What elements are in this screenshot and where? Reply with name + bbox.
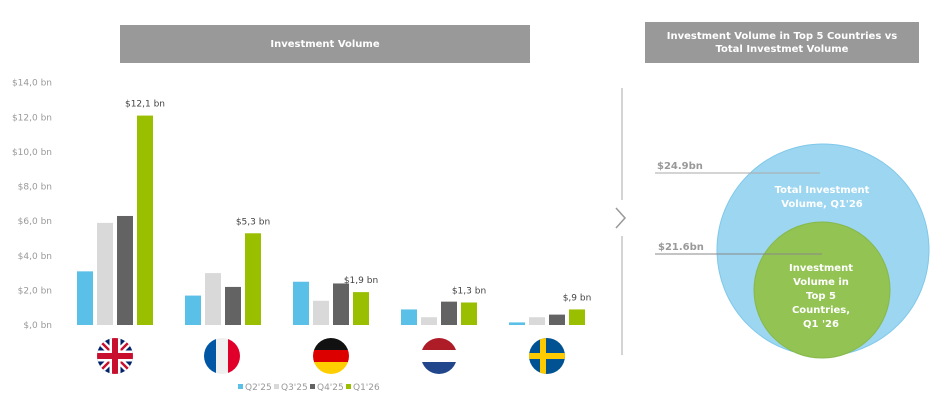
bar-Q2'25 (509, 322, 525, 325)
data-label: $12,1 bn (125, 100, 165, 110)
sweden-flag-icon (529, 338, 565, 374)
stripe (421, 338, 457, 351)
stripe (421, 350, 457, 363)
legend-label: Q1'26 (353, 383, 380, 393)
bar-Q2'25 (185, 295, 201, 325)
text-line: Q1 '26 (803, 319, 839, 330)
text-line: Investment (789, 263, 853, 274)
bar-Q4'25 (549, 314, 565, 325)
stripe (313, 362, 349, 374)
bar-Q2'25 (77, 271, 93, 325)
legend-swatch (274, 384, 279, 389)
legend-label: Q2'25 (245, 383, 272, 393)
text-line: Countries, (792, 305, 850, 316)
inner-circle (753, 221, 891, 359)
y-tick-label: $,0 bn (23, 321, 52, 331)
text-line: Volume in (793, 277, 849, 288)
bar-Q1'26 (137, 115, 153, 325)
stripe (228, 338, 240, 374)
bar-Q3'25 (205, 273, 221, 325)
stripe (216, 338, 229, 374)
legend-label: Q4'25 (317, 383, 344, 393)
y-tick-label: $10,0 bn (12, 148, 52, 158)
bar-Q2'25 (401, 309, 417, 325)
bar-Q1'26 (353, 292, 369, 325)
bar-Q2'25 (293, 281, 309, 325)
text-line: Volume, Q1'26 (781, 199, 863, 210)
circle-chart-title: Investment Volume in Top 5 Countries vs … (645, 22, 919, 63)
bar-Q4'25 (333, 283, 349, 325)
bar-Q4'25 (441, 301, 457, 325)
germany-flag-icon (313, 338, 349, 374)
bar-Q1'26 (569, 309, 585, 325)
se-cross-h (529, 353, 565, 359)
bar-Q4'25 (225, 286, 241, 325)
bar-Q4'25 (117, 215, 133, 325)
stripe (313, 338, 349, 351)
bar-Q3'25 (529, 317, 545, 325)
data-label: $5,3 bn (236, 217, 270, 227)
y-tick-label: $4,0 bn (18, 252, 52, 262)
stripe (421, 362, 457, 374)
stripe (313, 350, 349, 363)
y-tick-label: $12,0 bn (12, 113, 52, 123)
text-line: Total Investment (775, 185, 870, 196)
legend-swatch (346, 384, 351, 389)
bar-Q3'25 (421, 317, 437, 325)
legend-label: Q3'25 (281, 383, 308, 393)
y-tick-label: $6,0 bn (18, 217, 52, 227)
stripe (204, 338, 217, 374)
bar-Q1'26 (461, 302, 477, 325)
bar-Q3'25 (97, 222, 113, 325)
text-line: Top 5 (806, 291, 836, 302)
bar-chart-title: Investment Volume (120, 25, 530, 63)
y-tick-label: $2,0 bn (18, 286, 52, 296)
uk-flag-icon (97, 338, 133, 374)
data-label: $1,9 bn (344, 276, 378, 286)
legend-swatch (238, 384, 243, 389)
bar-Q3'25 (313, 300, 329, 325)
netherlands-flag-icon (421, 338, 457, 374)
outer-circle-label: Total Investment Volume, Q1'26 (775, 185, 870, 210)
data-label: $,9 bn (563, 293, 592, 303)
legend-swatch (310, 384, 315, 389)
uk-cross-red (97, 338, 133, 374)
bar-Q1'26 (245, 233, 261, 325)
inner-value-label: $21.6bn (658, 242, 704, 253)
data-label: $1,3 bn (452, 287, 486, 297)
y-tick-label: $8,0 bn (18, 183, 52, 193)
inner-circle-label: Investment Volume in Top 5 Countries, Q1 '26 (789, 263, 853, 330)
y-tick-label: $14,0 bn (12, 79, 52, 89)
france-flag-icon (204, 338, 240, 374)
outer-value-label: $24.9bn (657, 161, 703, 172)
chevron-right-icon (615, 207, 627, 229)
